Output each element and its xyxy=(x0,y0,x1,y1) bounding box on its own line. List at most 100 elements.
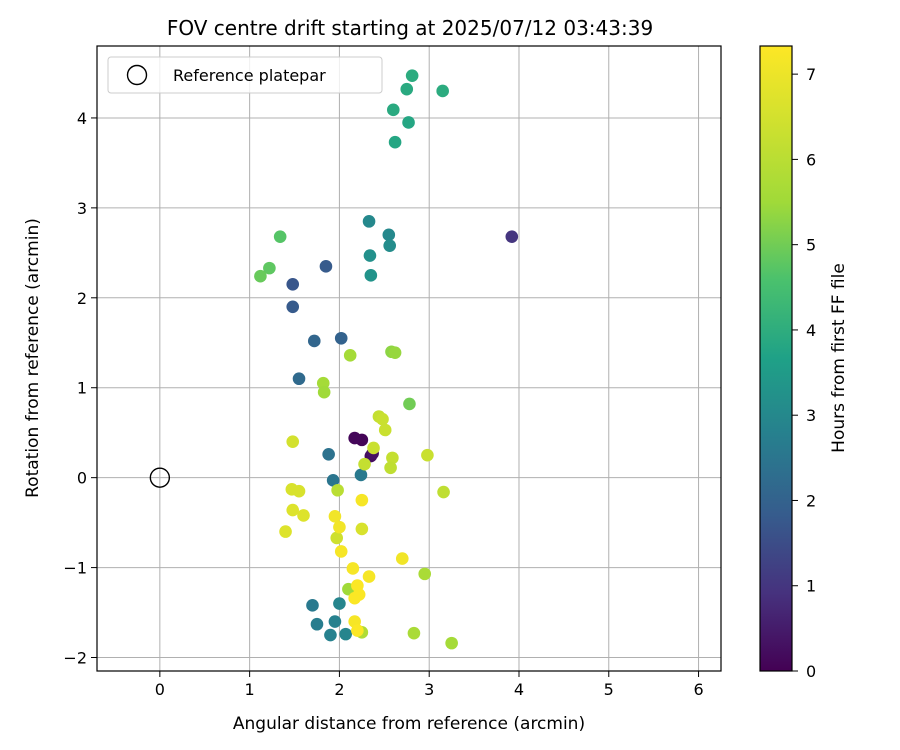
data-point xyxy=(326,474,340,487)
y-axis-ticks: −2 −1 0 1 2 3 4 xyxy=(63,109,97,668)
y-tick-label: 4 xyxy=(77,109,87,128)
colorbar-tick-label: 6 xyxy=(806,150,816,169)
data-point xyxy=(405,69,419,82)
legend-box xyxy=(107,56,383,94)
data-point xyxy=(383,239,396,252)
data-point xyxy=(254,269,267,283)
data-point xyxy=(407,626,421,640)
data-point xyxy=(286,300,300,314)
reference-marker-group xyxy=(149,467,171,488)
colorbar-frame xyxy=(759,45,793,672)
y-axis-label: Rotation from reference (arcmin) xyxy=(23,218,43,498)
data-point xyxy=(279,525,292,538)
data-point xyxy=(286,503,300,517)
data-point xyxy=(418,567,432,581)
x-tick-label: 0 xyxy=(155,680,165,699)
data-point xyxy=(333,597,346,610)
data-point xyxy=(322,447,335,461)
data-point xyxy=(364,269,378,282)
data-point xyxy=(339,627,353,641)
data-point xyxy=(348,431,361,445)
data-point xyxy=(400,82,414,96)
data-point xyxy=(367,441,380,455)
data-point xyxy=(402,116,415,129)
data-point xyxy=(362,570,376,583)
data-point xyxy=(505,230,519,243)
grid-lines xyxy=(97,46,721,671)
data-point xyxy=(445,636,458,650)
data-point xyxy=(310,617,324,631)
data-point xyxy=(354,468,368,482)
data-point xyxy=(328,615,342,628)
data-point xyxy=(395,552,409,565)
y-tick-label: 2 xyxy=(77,289,87,308)
data-point xyxy=(263,261,276,275)
data-point xyxy=(437,485,450,499)
data-point xyxy=(286,278,300,291)
x-axis-ticks: 0 1 2 3 4 5 6 xyxy=(155,671,704,699)
x-tick-label: 4 xyxy=(514,680,524,699)
data-point xyxy=(362,215,376,228)
data-point xyxy=(436,84,449,98)
colorbar-tick-label: 1 xyxy=(806,577,816,596)
data-point xyxy=(317,385,331,399)
colorbar-ticks: 0 1 2 3 4 5 6 7 xyxy=(792,65,816,681)
x-tick-label: 6 xyxy=(693,680,703,699)
data-points xyxy=(254,69,519,650)
data-point xyxy=(334,331,348,345)
x-tick-label: 3 xyxy=(424,680,434,699)
data-point xyxy=(355,493,369,507)
x-axis-label: Angular distance from reference (arcmin) xyxy=(233,714,585,734)
data-point xyxy=(363,249,377,262)
data-point xyxy=(331,483,344,497)
colorbar-tick-label: 4 xyxy=(806,321,816,340)
data-point xyxy=(346,562,360,575)
colorbar-tick-label: 5 xyxy=(806,236,816,255)
data-point xyxy=(384,461,397,475)
x-tick-label: 5 xyxy=(604,680,614,699)
data-point xyxy=(334,545,348,558)
y-tick-label: 1 xyxy=(77,379,87,398)
colorbar-tick-label: 2 xyxy=(806,491,816,510)
y-tick-label: −2 xyxy=(63,649,87,668)
data-point xyxy=(355,522,369,536)
data-point xyxy=(388,135,402,149)
data-point xyxy=(292,372,306,386)
y-tick-label: −1 xyxy=(63,559,87,578)
data-point xyxy=(330,531,344,545)
data-point xyxy=(382,228,396,242)
y-tick-label: 3 xyxy=(77,199,87,218)
data-point xyxy=(351,624,364,637)
data-point xyxy=(421,448,434,462)
colorbar-tick-label: 3 xyxy=(806,406,816,425)
legend-entry-reference-platepar: Reference platepar xyxy=(173,66,326,85)
data-point xyxy=(307,334,321,348)
legend-open-circle-marker xyxy=(126,64,148,86)
data-point xyxy=(292,484,306,498)
data-point xyxy=(343,349,357,362)
colorbar-tick-label: 7 xyxy=(806,65,816,84)
legend: Reference platepar xyxy=(107,56,383,94)
data-point xyxy=(386,451,399,465)
x-tick-label: 2 xyxy=(334,680,344,699)
data-point xyxy=(388,346,402,359)
data-point xyxy=(333,520,346,534)
data-point xyxy=(319,260,333,273)
reference-platepar-marker xyxy=(149,467,171,488)
colorbar: 0 1 2 3 4 5 6 7 Hours from first FF file xyxy=(759,45,849,681)
colorbar-label: Hours from first FF file xyxy=(829,263,849,453)
data-point xyxy=(328,510,342,523)
data-point xyxy=(358,457,371,471)
colorbar-tick-label: 0 xyxy=(806,662,816,681)
y-tick-label: 0 xyxy=(77,469,87,488)
plot-frame xyxy=(96,45,722,672)
colorbar-gradient xyxy=(760,46,792,671)
data-point xyxy=(403,397,416,411)
data-point xyxy=(352,588,366,601)
data-point xyxy=(306,599,319,612)
chart-title: FOV centre drift starting at 2025/07/12 … xyxy=(167,16,653,40)
data-point xyxy=(376,412,389,426)
data-point xyxy=(297,509,310,522)
